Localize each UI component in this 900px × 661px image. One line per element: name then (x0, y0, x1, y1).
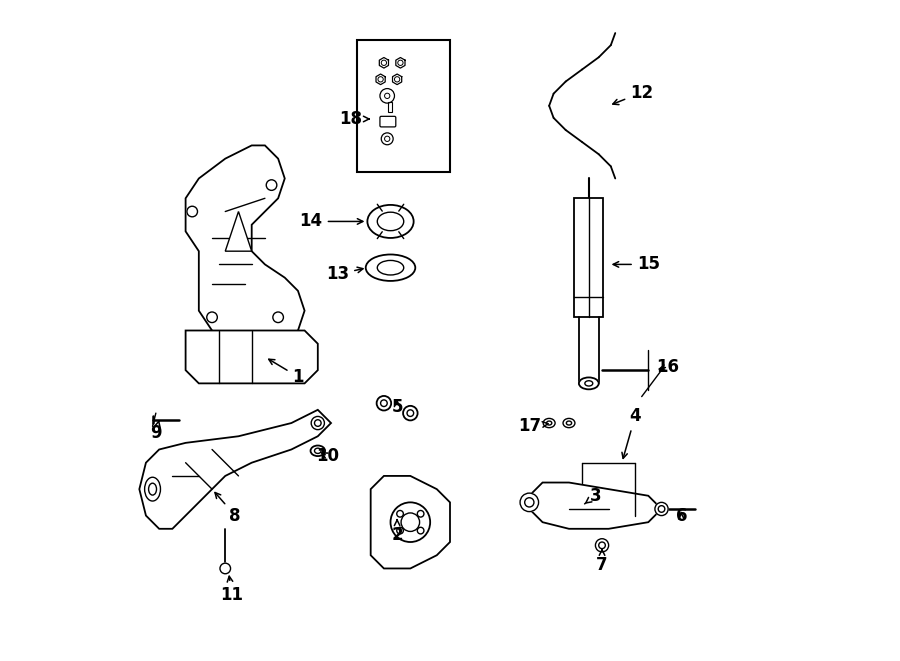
Ellipse shape (377, 212, 404, 231)
Ellipse shape (367, 205, 414, 238)
Text: 6: 6 (676, 506, 687, 525)
Text: 5: 5 (392, 397, 403, 416)
Text: 17: 17 (518, 417, 548, 436)
Circle shape (596, 539, 608, 552)
Ellipse shape (403, 406, 418, 420)
Circle shape (220, 563, 230, 574)
Text: 7: 7 (596, 550, 608, 574)
Circle shape (273, 312, 284, 323)
Text: 8: 8 (215, 492, 241, 525)
Ellipse shape (376, 396, 392, 410)
Ellipse shape (655, 502, 668, 516)
Ellipse shape (563, 418, 575, 428)
Polygon shape (185, 145, 304, 344)
Polygon shape (140, 410, 331, 529)
Ellipse shape (311, 416, 324, 430)
Circle shape (398, 60, 403, 65)
Circle shape (391, 502, 430, 542)
Text: 2: 2 (392, 520, 403, 545)
Ellipse shape (579, 377, 599, 389)
Text: 15: 15 (613, 255, 660, 274)
Bar (388, 102, 392, 112)
Circle shape (187, 206, 197, 217)
Text: 16: 16 (657, 358, 680, 376)
Text: 18: 18 (339, 110, 369, 128)
Text: 10: 10 (316, 447, 339, 465)
Circle shape (382, 60, 386, 65)
Circle shape (394, 77, 400, 82)
Text: 1: 1 (269, 359, 303, 386)
Ellipse shape (145, 477, 160, 501)
Polygon shape (574, 198, 603, 317)
Polygon shape (371, 476, 450, 568)
Text: 4: 4 (622, 407, 641, 458)
Circle shape (207, 312, 217, 323)
Text: 13: 13 (326, 265, 363, 284)
Text: 14: 14 (300, 212, 363, 231)
Text: 12: 12 (613, 83, 653, 104)
Circle shape (266, 180, 277, 190)
Text: 3: 3 (585, 486, 601, 505)
FancyBboxPatch shape (380, 116, 396, 127)
Ellipse shape (310, 446, 325, 456)
Text: 11: 11 (220, 576, 243, 604)
Ellipse shape (520, 493, 538, 512)
Polygon shape (185, 330, 318, 383)
Circle shape (378, 77, 383, 82)
Ellipse shape (365, 254, 415, 281)
Ellipse shape (544, 418, 555, 428)
Bar (357, 40, 450, 172)
Polygon shape (529, 483, 662, 529)
Text: 9: 9 (150, 421, 162, 442)
Polygon shape (225, 212, 252, 251)
Ellipse shape (377, 260, 404, 275)
